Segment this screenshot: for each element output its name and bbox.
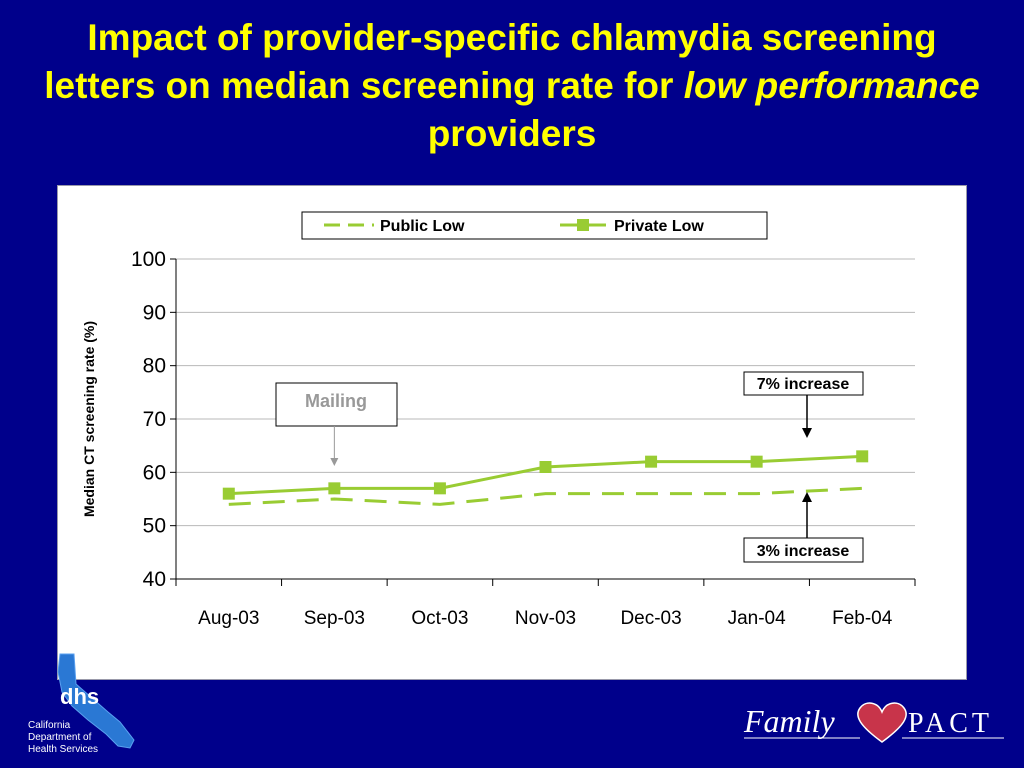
dhs-caption-line: California [28, 720, 71, 731]
y-tick-label: 40 [143, 568, 166, 591]
private-low-point [539, 461, 552, 473]
private-low-point [645, 455, 658, 468]
x-tick-label: Dec-03 [620, 608, 681, 629]
x-tick-label: Oct-03 [411, 608, 468, 629]
legend-private-marker [577, 219, 589, 231]
increase-3-callout-box [743, 537, 864, 563]
mailing-arrowhead [330, 458, 339, 466]
california-map-icon: dhs [57, 653, 135, 749]
y-tick-label: 50 [143, 515, 166, 538]
dhs-caption: California Department of Health Services [28, 720, 98, 756]
dhs-caption-line: Department of [28, 732, 92, 743]
y-axis-label: Median CT screening rate (%) [81, 321, 97, 517]
legend-box [301, 211, 768, 240]
legend-private-label: Private Low [614, 218, 704, 235]
y-tick-label: 80 [143, 355, 166, 378]
familypact-word1: Family [743, 703, 835, 739]
dhs-mark: dhs [60, 684, 99, 709]
increase-7-callout-label: 7% increase [757, 376, 850, 393]
public-low-line [228, 486, 863, 506]
x-tick-label: Jan-04 [728, 608, 787, 629]
line-chart: 40 50 60 70 80 90 100 Aug-03 Sep-03 Oct-03 Nov-03 D… [81, 211, 916, 629]
heart-icon [857, 702, 907, 743]
slide-title: Impact of provider-specific chlamydia sc… [40, 14, 984, 158]
legend-public-label: Public Low [380, 218, 465, 235]
increase-3-arrowhead [802, 492, 812, 502]
x-tick-label: Feb-04 [832, 608, 893, 629]
private-low-point [328, 482, 341, 495]
increase-3-callout-label: 3% increase [757, 543, 850, 560]
mailing-callout-label: Mailing [305, 391, 367, 411]
y-tick-label: 60 [143, 461, 166, 484]
y-tick-label: 100 [131, 248, 166, 271]
familypact-word2: PACT [908, 708, 993, 739]
y-tick-label: 90 [143, 301, 166, 324]
title-emphasis: low performance [683, 65, 980, 106]
x-tick-label: Nov-03 [515, 608, 576, 629]
private-low-point [750, 455, 763, 468]
mailing-callout-box [275, 382, 398, 427]
title-part1: Impact of provider-specific chlamydia sc… [44, 17, 937, 106]
dhs-logo: dhs California Department of Health Serv… [22, 648, 152, 760]
title-part2: providers [427, 113, 597, 154]
private-low-point [433, 482, 446, 495]
increase-7-callout-box [743, 371, 864, 396]
chart-panel: 40 50 60 70 80 90 100 Aug-03 Sep-03 Oct-03 Nov-03 D… [57, 185, 967, 680]
familypact-logo: Family PACT [742, 696, 1007, 746]
private-low-point [222, 487, 235, 500]
private-low-point [856, 450, 869, 463]
y-tick-label: 70 [143, 408, 166, 431]
dhs-caption-line: Health Services [28, 744, 99, 755]
x-tick-label: Sep-03 [304, 608, 365, 629]
increase-7-arrowhead [802, 428, 812, 438]
x-tick-label: Aug-03 [198, 608, 259, 629]
